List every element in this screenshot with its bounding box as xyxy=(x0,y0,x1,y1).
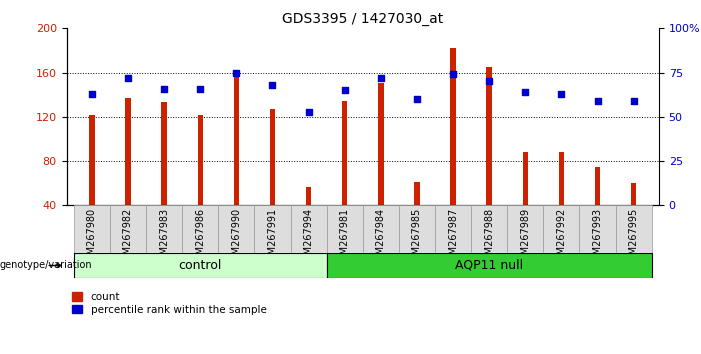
Text: GSM267991: GSM267991 xyxy=(268,208,278,267)
Text: genotype/variation: genotype/variation xyxy=(0,261,93,270)
Point xyxy=(484,79,495,84)
Bar xyxy=(363,205,399,253)
Bar xyxy=(74,205,110,253)
Bar xyxy=(522,152,528,205)
Text: GSM267987: GSM267987 xyxy=(448,208,458,267)
Bar xyxy=(580,205,615,253)
Point xyxy=(267,82,278,88)
Bar xyxy=(290,205,327,253)
Bar xyxy=(471,205,508,253)
Text: GSM267982: GSM267982 xyxy=(123,208,133,267)
Point xyxy=(592,98,603,104)
Bar xyxy=(631,183,637,205)
Title: GDS3395 / 1427030_at: GDS3395 / 1427030_at xyxy=(282,12,444,26)
Bar xyxy=(74,253,327,278)
Text: GSM267992: GSM267992 xyxy=(557,208,566,267)
Text: GSM267988: GSM267988 xyxy=(484,208,494,267)
Text: GSM267995: GSM267995 xyxy=(629,208,639,267)
Legend: count, percentile rank within the sample: count, percentile rank within the sample xyxy=(72,292,266,315)
Point xyxy=(628,98,639,104)
Text: GSM267986: GSM267986 xyxy=(196,208,205,267)
Point xyxy=(339,87,350,93)
Bar xyxy=(218,205,254,253)
Point xyxy=(158,86,170,91)
Bar xyxy=(182,205,218,253)
Point xyxy=(195,86,206,91)
Text: GSM267990: GSM267990 xyxy=(231,208,241,267)
Text: GSM267993: GSM267993 xyxy=(592,208,603,267)
Point xyxy=(123,75,134,81)
Bar xyxy=(89,115,95,205)
Bar xyxy=(615,205,652,253)
Point xyxy=(519,89,531,95)
Bar xyxy=(399,205,435,253)
Bar xyxy=(486,67,492,205)
Bar xyxy=(270,109,275,205)
Bar xyxy=(435,205,471,253)
Point xyxy=(411,96,423,102)
Bar xyxy=(327,253,652,278)
Bar xyxy=(327,205,363,253)
Bar xyxy=(198,115,203,205)
Text: GSM267994: GSM267994 xyxy=(304,208,313,267)
Point xyxy=(447,72,458,77)
Bar xyxy=(161,102,167,205)
Text: GSM267989: GSM267989 xyxy=(520,208,530,267)
Bar xyxy=(450,48,456,205)
Bar xyxy=(559,152,564,205)
Text: GSM267980: GSM267980 xyxy=(87,208,97,267)
Text: GSM267981: GSM267981 xyxy=(340,208,350,267)
Bar xyxy=(378,82,383,205)
Bar xyxy=(595,167,600,205)
Text: control: control xyxy=(179,259,222,272)
Bar xyxy=(125,98,130,205)
Text: AQP11 null: AQP11 null xyxy=(455,259,523,272)
Bar xyxy=(110,205,146,253)
Point xyxy=(303,109,314,114)
Bar xyxy=(254,205,290,253)
Point xyxy=(375,75,386,81)
Bar xyxy=(306,187,311,205)
Bar xyxy=(414,182,420,205)
Bar xyxy=(508,205,543,253)
Point xyxy=(86,91,97,97)
Bar xyxy=(146,205,182,253)
Point xyxy=(231,70,242,75)
Bar xyxy=(543,205,580,253)
Text: GSM267984: GSM267984 xyxy=(376,208,386,267)
Point xyxy=(556,91,567,97)
Text: GSM267985: GSM267985 xyxy=(412,208,422,267)
Text: GSM267983: GSM267983 xyxy=(159,208,169,267)
Bar xyxy=(233,75,239,205)
Bar xyxy=(342,101,348,205)
